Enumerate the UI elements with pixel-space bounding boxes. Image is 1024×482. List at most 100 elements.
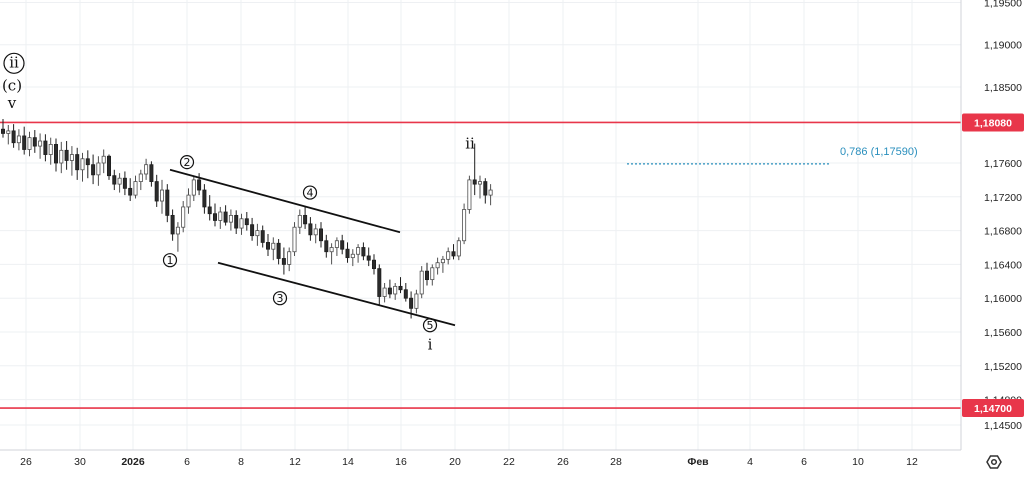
candle-body [128,187,133,196]
candle [403,282,408,302]
candle-body [483,181,488,196]
candle [170,209,175,241]
candle-body [175,226,180,235]
trendline[interactable] [217,261,456,327]
price-axis[interactable]: 1,19500 1,19000 1,18500 1,17600 1,17200 1,168… [984,0,1022,432]
x-tick-label: 28 [610,456,622,468]
candle [297,209,302,234]
candle [48,137,53,165]
candle [22,126,27,155]
candle-body [387,287,392,295]
x-tick-label: 12 [906,456,918,468]
time-axis[interactable]: 26 30 2026 6 8 12 14 16 20 22 26 28 Фев 4 6 10 12 [20,456,918,468]
candle [265,233,270,256]
candle-body [440,258,445,264]
candle [43,134,48,162]
candle-body [122,177,127,189]
candle-body [48,144,53,155]
candle-body [318,228,323,242]
x-tick-label: 20 [449,456,461,468]
candle-body [197,179,202,191]
gear-icon[interactable] [986,455,1002,469]
candle [462,203,467,245]
candle-body [144,164,149,175]
candle [112,169,117,191]
candle [239,213,244,235]
candle-body [334,240,339,248]
candle-body [324,240,329,253]
candle [69,146,74,176]
candle-body [0,128,6,134]
price-tag-label: 1,14700 [974,403,1012,415]
candle-body [451,251,456,257]
x-tick-label: Фев [687,456,709,468]
candle-body [16,135,21,144]
wave-label: 3 [272,291,288,306]
candle [54,138,59,172]
candle-body [456,240,461,257]
candle-body [223,211,228,223]
candle-body [80,158,85,171]
candle [366,247,371,267]
candle-body [138,173,143,182]
candle [398,277,403,294]
fib-level-label: 0,786 (1,17590) [840,146,918,158]
candle-body [446,251,451,260]
y-tick-label: 1,19000 [984,40,1022,52]
candle [223,205,228,226]
wave-label: i [428,336,433,354]
candle-body [435,262,440,269]
candle-body [69,154,74,161]
candle-body [419,270,424,295]
candle-body [43,140,48,155]
candle [446,247,451,265]
x-tick-label: 14 [342,456,354,468]
candle [456,237,461,261]
candle-body [91,164,96,176]
wave-circle [272,291,288,306]
wave-label-text: v [7,94,17,112]
candle-body [292,226,297,253]
x-tick-label: 10 [852,456,864,468]
candle [430,264,435,286]
wave-label-text: 3 [277,292,284,305]
candle-body [22,135,27,150]
candle [75,147,80,180]
candle-body [303,214,308,225]
wave-label: 4 [302,185,318,200]
horizontal-levels [0,121,961,409]
candle-body [255,230,260,237]
x-tick-label: 16 [395,456,407,468]
candle [414,289,419,314]
candle [382,282,387,303]
candle-body [377,268,382,297]
candle [96,156,101,186]
candle-body [477,181,482,185]
candle [440,255,445,273]
candle-body [212,213,217,221]
candle-body [356,247,361,255]
candle [393,282,398,300]
candle-body [488,189,493,196]
candle [149,161,154,187]
wave-label: ii [465,135,475,153]
candle [287,247,292,272]
candle [59,141,64,174]
candle [244,212,249,231]
candle [250,217,255,241]
price-tag [962,399,1024,418]
x-tick-label: 4 [747,456,753,468]
candle [345,242,350,263]
price-tag [962,113,1024,132]
trendline[interactable] [169,168,401,234]
candle-body [112,175,117,185]
candle-body [6,130,11,134]
candle [361,242,366,261]
candle-body [260,230,265,243]
candle [207,195,212,221]
candle-body [186,194,191,208]
candle [80,152,85,182]
candle [329,243,334,265]
candle-body [361,247,366,257]
